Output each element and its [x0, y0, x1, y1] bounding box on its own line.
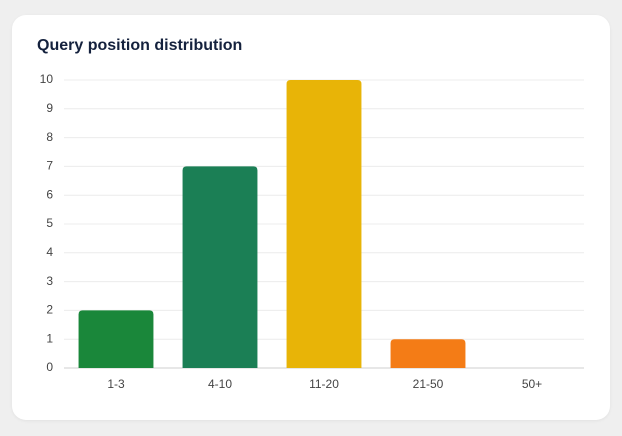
y-tick-label: 1 — [46, 331, 53, 345]
x-tick-label: 11-20 — [309, 377, 339, 391]
x-tick-label: 1-3 — [107, 377, 125, 391]
bar — [390, 339, 466, 368]
y-tick-label: 6 — [46, 187, 53, 201]
chart-title: Query position distribution — [37, 37, 242, 54]
y-tick-label: 7 — [46, 159, 53, 173]
bar — [286, 80, 362, 368]
y-tick-label: 9 — [46, 101, 53, 115]
y-tick-label: 5 — [46, 216, 53, 230]
bar — [78, 310, 154, 368]
y-tick-label: 3 — [46, 274, 53, 288]
x-tick-label: 4-10 — [208, 377, 232, 391]
y-tick-label: 2 — [46, 303, 53, 317]
y-tick-label: 10 — [40, 72, 54, 86]
x-tick-label: 50+ — [522, 377, 542, 391]
y-tick-label: 0 — [46, 360, 53, 374]
y-tick-label: 8 — [46, 130, 53, 144]
bar — [182, 166, 258, 368]
x-tick-label: 21-50 — [413, 377, 444, 391]
y-tick-label: 4 — [46, 245, 53, 259]
